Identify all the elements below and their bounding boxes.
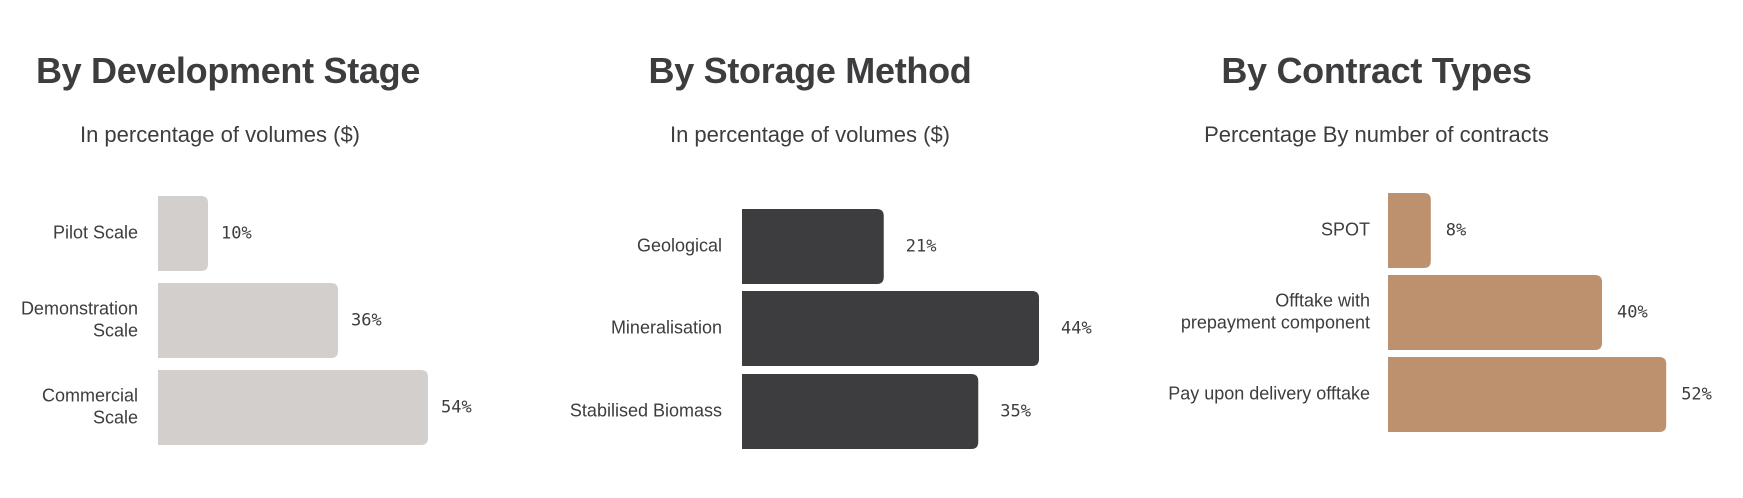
bar-contract-types-2	[1388, 357, 1667, 432]
chart-title-storage-method: By Storage Method	[648, 50, 972, 91]
bar-contract-types-0	[1388, 193, 1431, 268]
bar-chart-storage-method: 21% Geological 44% Mineralisation 35% Stabili…	[570, 209, 1092, 449]
chart-panel-storage-method: By Storage Method In percentage of volum…	[560, 0, 1120, 498]
category-label-contract-types-0: SPOT	[1321, 219, 1370, 239]
bar-chart-contract-types: 8% SPOT 40% Offtake with prepayment componen…	[1168, 193, 1712, 432]
chart-panel-development-stage: By Development Stage In percentage of vo…	[0, 0, 560, 498]
value-label-storage-method-2: 35%	[1000, 402, 1031, 422]
value-label-contract-types-2: 52%	[1681, 385, 1712, 405]
value-label-contract-types-1: 40%	[1617, 303, 1648, 323]
bar-development-stage-2	[158, 370, 428, 445]
bar-contract-types-1	[1388, 275, 1602, 350]
category-label-storage-method-2: Stabilised Biomass	[570, 400, 722, 420]
category-label-development-stage-2: Commercial Scale	[42, 385, 138, 427]
value-label-development-stage-2: 54%	[441, 398, 472, 418]
bar-development-stage-1	[158, 283, 338, 358]
category-label-storage-method-1: Mineralisation	[611, 317, 722, 337]
bar-storage-method-2	[742, 374, 979, 449]
value-label-development-stage-1: 36%	[351, 311, 382, 331]
value-label-storage-method-0: 21%	[906, 237, 937, 257]
chart-panel-contract-types: By Contract Types Percentage By number o…	[1120, 0, 1743, 498]
category-label-development-stage-0: Pilot Scale	[53, 222, 138, 242]
chart-subtitle-development-stage: In percentage of volumes ($)	[79, 122, 361, 147]
bar-storage-method-1	[742, 291, 1039, 366]
category-label-contract-types-2: Pay upon delivery offtake	[1168, 383, 1370, 403]
chart-title-contract-types: By Contract Types	[1221, 50, 1532, 91]
bar-development-stage-0	[158, 196, 208, 271]
value-label-storage-method-1: 44%	[1061, 319, 1092, 339]
category-label-contract-types-1: Offtake with prepayment component	[1181, 290, 1370, 332]
chart-subtitle-storage-method: In percentage of volumes ($)	[669, 122, 951, 147]
chart-title-development-stage: By Development Stage	[35, 50, 421, 91]
bar-chart-development-stage: 10% Pilot Scale 36% Demonstration Scale 54% Co…	[21, 196, 472, 445]
value-label-contract-types-0: 8%	[1446, 221, 1466, 241]
category-label-development-stage-1: Demonstration Scale	[21, 298, 138, 340]
category-label-storage-method-0: Geological	[637, 235, 722, 255]
value-label-development-stage-0: 10%	[221, 224, 252, 244]
bar-storage-method-0	[742, 209, 884, 284]
chart-subtitle-contract-types: Percentage By number of contracts	[1204, 122, 1549, 147]
